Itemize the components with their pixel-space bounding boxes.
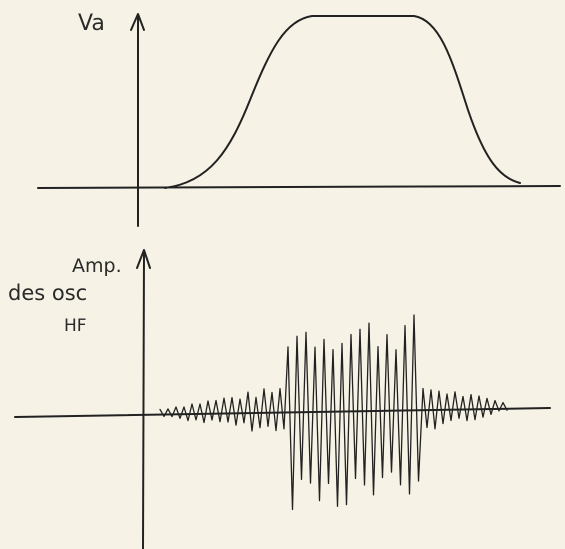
y-axis-label: Va xyxy=(78,11,105,36)
y-axis-label-line: Amp. xyxy=(72,255,122,277)
bottom-graph: Amp. des osc HF xyxy=(8,249,551,549)
y-axis-label-line: HF xyxy=(64,316,87,336)
voltage-curve xyxy=(164,15,521,189)
axis-arrow xyxy=(136,249,151,269)
x-axis xyxy=(37,185,561,189)
axis-arrow xyxy=(130,13,145,31)
top-graph: Va xyxy=(37,11,561,227)
y-axis-label-line: des osc xyxy=(8,281,87,305)
hf-oscillation xyxy=(159,314,508,511)
oscillation-trace xyxy=(159,314,508,511)
y-axis xyxy=(142,251,145,549)
